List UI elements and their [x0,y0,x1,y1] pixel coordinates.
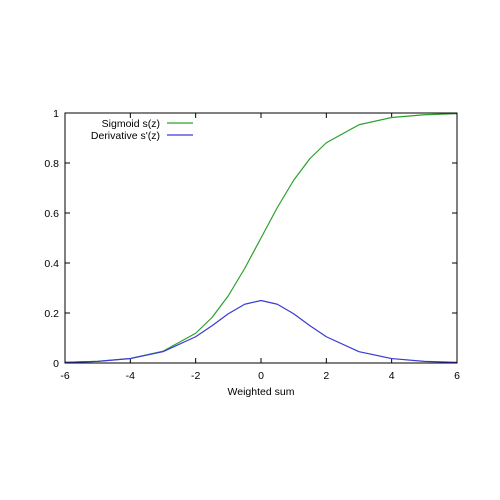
x-tick-label: 6 [454,370,460,382]
y-tick-label: 1 [53,108,59,120]
plot-frame [64,112,458,364]
series-lines [64,113,458,363]
x-axis-label: Weighted sum [228,386,295,398]
x-tick-label: 2 [323,370,329,382]
x-tick-label: -4 [126,370,135,382]
y-tick-label: 0 [53,358,59,370]
x-tick-label: -6 [60,370,69,382]
x-tick-label: -2 [191,370,200,382]
y-axis-ticks: 0 0.2 0.4 0.6 0.8 1 [44,108,457,370]
legend-label-derivative-s-z: Derivative s'(z) [91,130,160,142]
y-tick-label: 0.8 [44,158,59,170]
y-tick-label: 0.4 [44,258,59,270]
y-tick-label: 0.6 [44,208,59,220]
legend: Sigmoid s(z)Derivative s'(z) [91,118,193,142]
legend-label-sigmoid-s-z: Sigmoid s(z) [102,118,160,130]
x-tick-label: 0 [258,370,264,382]
series-line-derivative-s-z [64,299,458,363]
y-tick-label: 0.2 [44,308,59,320]
x-tick-label: 4 [389,370,395,382]
